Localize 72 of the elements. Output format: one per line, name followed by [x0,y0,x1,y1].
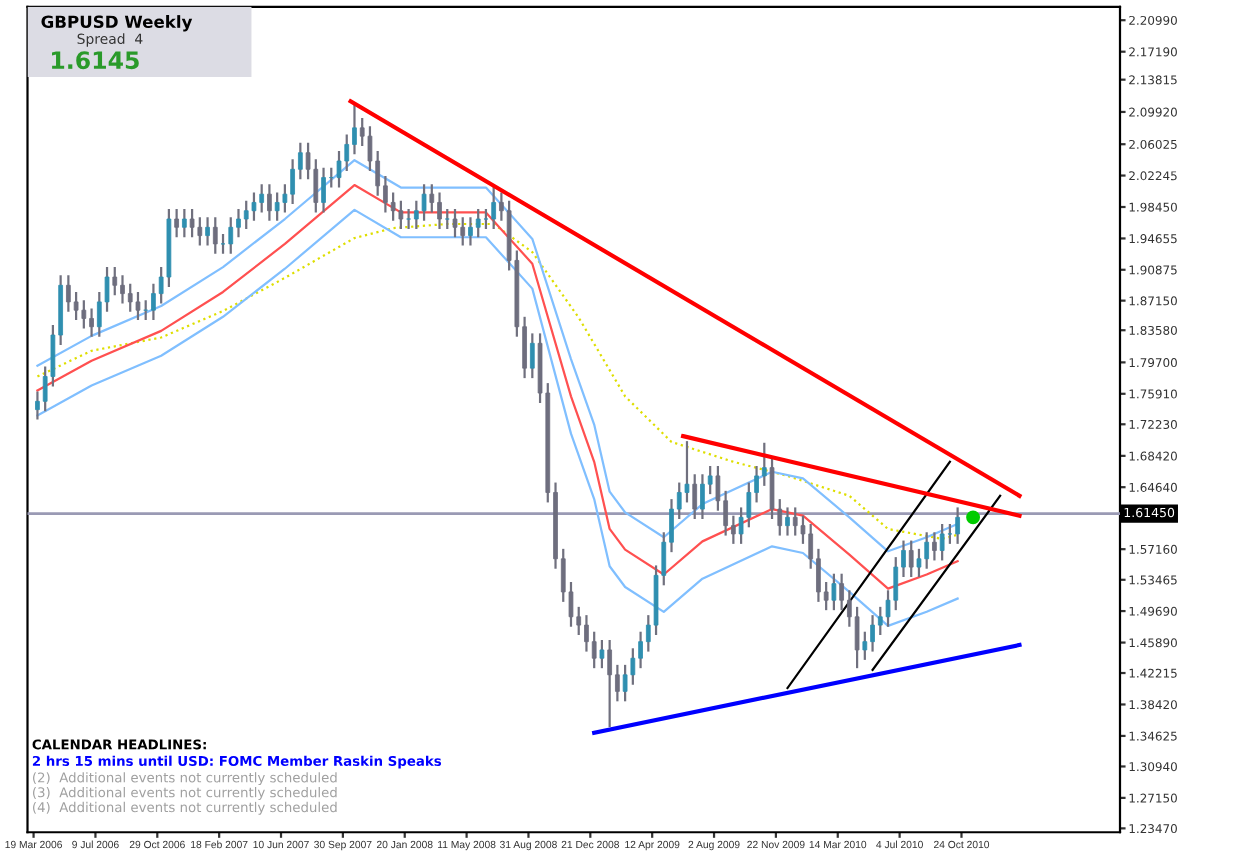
candlestick [630,647,636,686]
candlestick [344,133,350,173]
candlestick [700,473,705,521]
candlestick [274,191,280,222]
candlestick [468,216,473,247]
candlestick [452,207,458,239]
candlestick [112,265,118,297]
candlestick [212,216,218,255]
candlestick [205,216,210,247]
candlestick [831,572,837,612]
candlestick [151,282,156,322]
candlestick [638,630,643,670]
candlestick [220,232,226,255]
candlestick [607,638,612,729]
candlestick [785,506,790,537]
annotation: 1.6145 [52,51,139,70]
candlestick [174,207,179,239]
candlestick [955,506,960,545]
candlestick [491,183,497,231]
candlestick [243,199,249,231]
candlestick [73,290,79,322]
candlestick [429,183,435,214]
candlestick [267,183,272,222]
candlestick [135,290,141,322]
candlestick [746,481,752,529]
candlestick [792,506,798,537]
candlestick [460,216,466,247]
candlestick [197,216,203,247]
candlestick [584,614,589,653]
candlestick [622,663,628,703]
candlestick [406,207,411,231]
candlestick [352,102,357,156]
candlestick [870,614,875,653]
candlestick [290,158,295,206]
candlestick [127,282,133,313]
candlestick [259,183,265,214]
candlestick [120,274,125,305]
candlestick [182,207,187,239]
candlestick [444,207,450,231]
candlestick [854,605,860,670]
candlestick [932,531,937,562]
candlestick [81,299,87,330]
chart-title: GBPUSD Weekly [41,15,193,32]
candlestick [692,473,698,521]
candlestick [939,522,945,562]
candlestick [475,207,481,239]
candlestick [313,158,319,214]
candlestick [413,199,419,231]
candlestick [839,572,844,612]
candlestick [189,207,195,239]
candlestick [599,638,605,670]
candlestick [437,191,442,231]
candlestick [877,605,883,637]
candlestick [66,274,71,313]
candlestick [398,199,404,231]
candlestick [916,547,922,579]
candlestick [684,440,690,504]
candlestick [769,456,775,521]
candlestick [924,531,930,570]
candlestick [947,522,953,545]
candlestick [228,216,234,255]
candlestick [421,183,427,222]
candlestick [893,556,899,612]
candlestick [251,191,257,222]
candlestick [336,149,342,189]
candlestick [89,307,94,338]
candlestick [483,207,489,231]
candlestick [591,630,597,670]
candlestick [390,191,396,222]
candlestick [908,539,914,579]
candlestick [321,166,326,214]
candlestick [236,207,241,239]
